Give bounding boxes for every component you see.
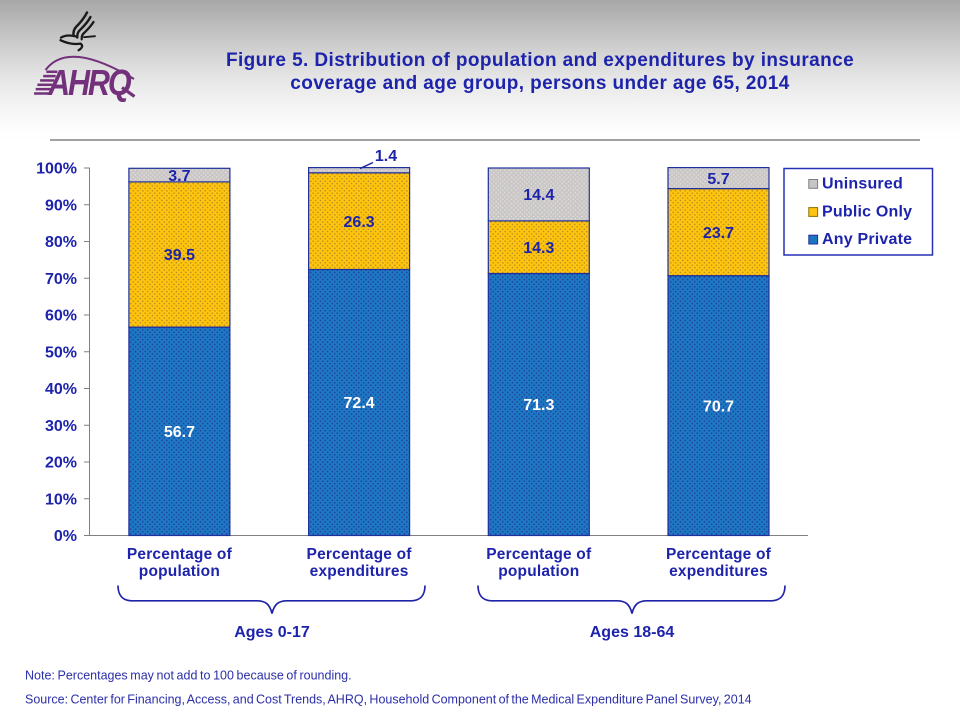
- svg-text:expenditures: expenditures: [310, 563, 409, 580]
- svg-text:10%: 10%: [45, 491, 77, 508]
- svg-text:14.4: 14.4: [523, 187, 554, 204]
- svg-text:expenditures: expenditures: [669, 563, 768, 580]
- svg-text:50%: 50%: [45, 344, 77, 361]
- svg-text:Source: Center for Financing,: Source: Center for Financing, Access, an…: [25, 692, 752, 706]
- svg-text:72.4: 72.4: [344, 395, 375, 412]
- svg-text:Ages 18-64: Ages 18-64: [590, 624, 675, 641]
- svg-text:Ages 0-17: Ages 0-17: [234, 624, 310, 641]
- svg-text:Percentage of: Percentage of: [486, 546, 592, 563]
- svg-text:population: population: [139, 563, 220, 580]
- svg-text:56.7: 56.7: [164, 424, 195, 441]
- svg-text:AHRQ: AHRQ: [47, 64, 132, 104]
- svg-text:Public Only: Public Only: [822, 203, 912, 220]
- svg-text:population: population: [498, 563, 579, 580]
- svg-text:14.3: 14.3: [523, 240, 554, 257]
- svg-text:70.7: 70.7: [703, 398, 734, 415]
- svg-text:Any Private: Any Private: [822, 231, 912, 248]
- svg-text:20%: 20%: [45, 455, 77, 472]
- svg-text:Note: Percentages may not add: Note: Percentages may not add to 100 bec…: [25, 668, 352, 682]
- svg-text:23.7: 23.7: [703, 225, 734, 242]
- svg-text:80%: 80%: [45, 234, 77, 251]
- svg-text:5.7: 5.7: [707, 171, 729, 188]
- svg-text:60%: 60%: [45, 308, 77, 325]
- svg-text:Uninsured: Uninsured: [822, 175, 903, 192]
- svg-text:Percentage of: Percentage of: [127, 546, 233, 563]
- svg-text:Percentage of: Percentage of: [307, 546, 413, 563]
- svg-text:100%: 100%: [36, 161, 77, 178]
- svg-text:1.4: 1.4: [375, 148, 397, 165]
- svg-text:30%: 30%: [45, 418, 77, 435]
- svg-text:90%: 90%: [45, 197, 77, 214]
- svg-text:26.3: 26.3: [344, 214, 375, 231]
- svg-text:40%: 40%: [45, 381, 77, 398]
- svg-text:Percentage of: Percentage of: [666, 546, 772, 563]
- svg-text:0%: 0%: [54, 528, 77, 545]
- svg-text:39.5: 39.5: [164, 247, 195, 264]
- svg-text:70%: 70%: [45, 271, 77, 288]
- svg-text:3.7: 3.7: [168, 168, 190, 185]
- svg-text:71.3: 71.3: [523, 397, 554, 414]
